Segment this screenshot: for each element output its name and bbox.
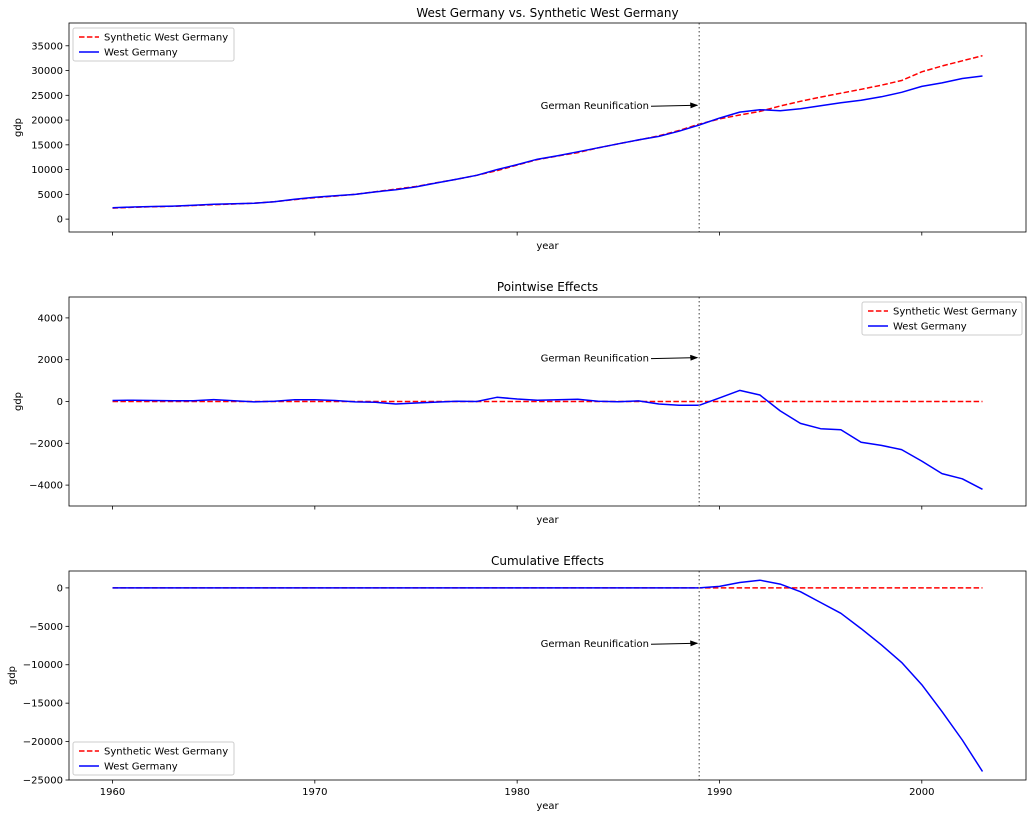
bot-ytick-label: −5000 <box>29 622 63 633</box>
top-annotation-text: German Reunification <box>541 101 649 112</box>
bot-xaxis-label: year <box>536 801 559 812</box>
bot-axes-frame <box>68 570 1027 781</box>
top-legend-box <box>72 27 235 62</box>
mid-panel-title: Pointwise Effects <box>497 280 598 294</box>
top-ytick-label: 0 <box>57 215 63 226</box>
top-panel: West Germany vs. Synthetic West Germany 0… <box>13 6 1027 252</box>
top-xaxis-label: year <box>536 241 559 252</box>
bot-legend-label: West Germany <box>104 762 178 773</box>
mid-xaxis-label: year <box>536 515 559 526</box>
top-ytick-label: 35000 <box>31 41 63 52</box>
top-ytick-label: 5000 <box>38 190 63 201</box>
bot-ytick-label: −20000 <box>23 737 63 748</box>
mid-ytick-label: −2000 <box>29 439 63 450</box>
bot-legend-label: Synthetic West Germany <box>104 747 228 758</box>
top-ytick-label: 10000 <box>31 165 63 176</box>
top-series-synthetic-line <box>112 54 983 209</box>
mid-annotation-text: German Reunification <box>541 354 649 365</box>
top-ytick-label: 30000 <box>31 66 63 77</box>
top-legend-label: West Germany <box>104 48 178 59</box>
top-legend: Synthetic West Germany West Germany <box>72 27 235 62</box>
mid-yaxis-label: gdp <box>13 392 24 411</box>
bot-annotation-arrow <box>650 640 699 647</box>
top-yaxis-label: gdp <box>13 118 24 137</box>
mid-axes-frame <box>68 296 1027 507</box>
bot-panel: Cumulative Effects 1960 1970 1980 1990 2000 −2… <box>7 554 1027 812</box>
bot-ytick-label: −15000 <box>23 699 63 710</box>
mid-panel: Pointwise Effects −4000 −2000 0 2000 4000 year… <box>13 280 1027 526</box>
top-series-treated-line <box>112 75 983 209</box>
top-panel-title: West Germany vs. Synthetic West Germany <box>416 6 678 20</box>
bot-xtick-label: 1970 <box>302 787 327 798</box>
top-ytick-label: 25000 <box>31 91 63 102</box>
top-axes-frame <box>68 22 1027 233</box>
bot-xtick-label: 1980 <box>504 787 529 798</box>
mid-ytick-label: 2000 <box>38 355 63 366</box>
bot-ytick-label: −10000 <box>23 660 63 671</box>
mid-ytick-label: 0 <box>57 397 63 408</box>
mid-annotation-arrow <box>650 354 699 361</box>
mid-legend: Synthetic West Germany West Germany <box>861 301 1023 336</box>
bot-ytick-label: −25000 <box>23 776 63 787</box>
top-ytick-label: 20000 <box>31 116 63 127</box>
mid-ytick-label: 4000 <box>38 313 63 324</box>
bot-legend-box <box>72 741 235 776</box>
bot-ytick-label: 0 <box>57 583 63 594</box>
top-ytick-label: 15000 <box>31 140 63 151</box>
mid-legend-label: West Germany <box>893 322 967 333</box>
top-annotation-arrow <box>650 102 699 109</box>
bot-xtick-label: 2000 <box>909 787 934 798</box>
mid-series-treated-line <box>112 389 983 490</box>
bot-xtick-label: 1960 <box>100 787 125 798</box>
bot-annotation-text: German Reunification <box>541 639 649 650</box>
bot-legend: Synthetic West Germany West Germany <box>72 741 235 776</box>
bot-series-treated-line <box>112 579 984 772</box>
bot-panel-title: Cumulative Effects <box>491 554 604 568</box>
top-legend-label: Synthetic West Germany <box>104 33 228 44</box>
mid-legend-box <box>861 301 1023 336</box>
mid-ytick-label: −4000 <box>29 481 63 492</box>
bot-yaxis-label: gdp <box>7 666 18 685</box>
bot-xtick-label: 1990 <box>707 787 732 798</box>
mid-legend-label: Synthetic West Germany <box>893 307 1017 318</box>
